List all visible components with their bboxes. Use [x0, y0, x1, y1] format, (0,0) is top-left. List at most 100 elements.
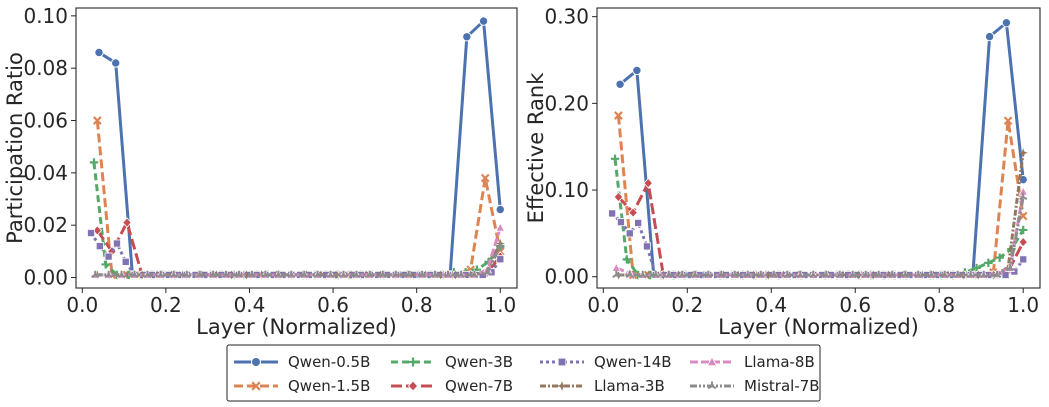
legend-marker [706, 356, 718, 367]
effective-rank-chart: 0.0 0.2 0.4 0.6 0.8 1.0 0.00 0.10 0.20 0.30 Layer … [524, 5, 1041, 339]
legend-label: Mistral-7B [744, 377, 820, 395]
point-qwen-14b [642, 242, 651, 251]
point-qwen-3b [995, 253, 1004, 262]
point-mistral-7b [234, 270, 244, 278]
point-qwen-0-5b [1001, 18, 1012, 28]
legend-marker [407, 380, 419, 392]
point-mistral-7b [195, 270, 204, 278]
point-mistral-7b [953, 270, 962, 278]
point-mistral-7b [717, 270, 726, 278]
y-tick-label: 0.10 [23, 4, 68, 28]
point-qwen-14b [104, 252, 113, 261]
point-mistral-7b [430, 270, 440, 278]
series-line-qwen-0-5b [619, 21, 1025, 277]
series-qwen-1-5b [92, 116, 505, 280]
point-qwen-14b [608, 209, 617, 218]
point-mistral-7b [756, 270, 765, 278]
point-mistral-7b [443, 270, 453, 278]
series-llama-8b [90, 222, 506, 279]
y-tick-label: 0.02 [23, 213, 68, 237]
x-tick-label: 0.6 [839, 293, 871, 317]
point-qwen-3b [89, 158, 99, 167]
legend-entry-qwen-7b: Qwen-7B [391, 377, 513, 395]
x-tick-label: 0.0 [587, 293, 619, 317]
x-tick-label: 0.4 [234, 293, 266, 317]
legend-entry-qwen-14b: Qwen-14B [540, 353, 672, 371]
point-qwen-0-5b [984, 31, 995, 42]
point-mistral-7b [169, 270, 178, 278]
series-line-qwen-3b [613, 158, 1025, 277]
point-qwen-0-5b [632, 65, 642, 76]
x-tick-label: 1.0 [1007, 293, 1039, 317]
point-qwen-14b [616, 218, 625, 227]
series-line-mistral-7b [616, 196, 1025, 277]
series-mistral-7b [91, 241, 505, 278]
series-line-qwen-7b [96, 221, 502, 277]
y-tick-label: 0.08 [23, 56, 68, 80]
legend-entry-llama-3b: Llama-3B [540, 377, 665, 395]
point-qwen-0-5b [462, 32, 472, 42]
point-qwen-3b [984, 258, 993, 268]
point-mistral-7b [704, 270, 713, 278]
point-qwen-14b [625, 229, 634, 238]
point-mistral-7b [104, 270, 113, 278]
legend-label: Qwen-7B [445, 377, 513, 395]
point-mistral-7b [796, 270, 805, 278]
plot-area [608, 18, 1029, 281]
point-mistral-7b [352, 270, 361, 278]
legend-entry-llama-8b: Llama-8B [690, 353, 815, 371]
point-qwen-3b [972, 263, 981, 273]
legend-label: Qwen-0.5B [288, 353, 370, 371]
point-llama-3b [763, 270, 773, 280]
legend-entry-qwen-0-5b: Qwen-0.5B [234, 353, 370, 371]
point-qwen-7b [1018, 236, 1028, 248]
point-qwen-14b [121, 257, 130, 266]
point-llama-3b [241, 270, 252, 280]
x-tick-label: 0.2 [150, 293, 182, 317]
point-qwen-1-5b [92, 116, 102, 125]
series-line-llama-3b [618, 152, 1025, 277]
point-mistral-7b [691, 270, 700, 278]
legend-label: Qwen-1.5B [288, 377, 370, 395]
point-mistral-7b [496, 241, 505, 250]
point-llama-3b [1018, 148, 1028, 158]
x-tick-label: 0.6 [317, 293, 349, 317]
point-qwen-14b [87, 229, 96, 238]
point-mistral-7b [326, 270, 335, 278]
point-mistral-7b [391, 270, 400, 278]
point-mistral-7b [261, 270, 270, 278]
series-qwen-3b [89, 158, 505, 280]
point-qwen-7b [643, 177, 653, 189]
point-mistral-7b [651, 270, 660, 278]
y-tick-label: 0.06 [23, 109, 68, 133]
point-mistral-7b [456, 270, 466, 278]
x-tick-label: 0.0 [66, 293, 98, 317]
point-mistral-7b [861, 270, 870, 278]
point-qwen-3b [101, 260, 110, 269]
point-mistral-7b [927, 270, 936, 278]
point-mistral-7b [966, 270, 975, 278]
legend-label: Llama-3B [594, 377, 665, 395]
point-qwen-0-5b [495, 204, 505, 215]
legend-marker [557, 357, 567, 367]
point-mistral-7b [888, 270, 897, 278]
point-qwen-0-5b [111, 58, 121, 68]
legend-marker [557, 381, 567, 391]
legend-label: Qwen-3B [445, 353, 513, 371]
point-mistral-7b [483, 268, 492, 276]
point-qwen-7b [613, 191, 624, 203]
point-mistral-7b [664, 270, 673, 278]
point-qwen-7b [122, 217, 132, 228]
point-qwen-14b [112, 239, 121, 248]
point-qwen-7b [92, 225, 103, 236]
point-qwen-3b [610, 154, 620, 164]
series-line-qwen-14b [89, 232, 502, 277]
series-qwen-3b [610, 154, 1028, 280]
point-mistral-7b [625, 270, 634, 278]
series-line-qwen-14b [611, 212, 1025, 277]
plot-frame [596, 7, 1041, 289]
point-mistral-7b [1006, 263, 1015, 272]
point-mistral-7b [835, 270, 844, 278]
y-tick-label: 0.00 [544, 265, 589, 289]
